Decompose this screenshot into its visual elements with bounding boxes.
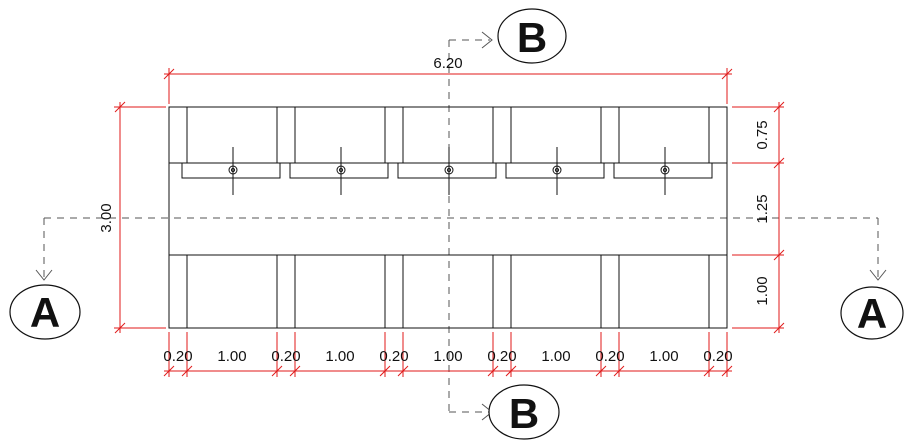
section-marker-b-top: B <box>497 8 567 64</box>
bottom-dim-6: 0.20 <box>487 348 516 365</box>
bottom-dim-4: 0.20 <box>379 348 408 365</box>
walls <box>186 107 710 328</box>
section-marker-a-left-label: A <box>30 289 60 336</box>
bottom-dim-3: 1.00 <box>325 348 354 365</box>
bottom-dimension <box>163 332 733 377</box>
overall-width-label: 6.20 <box>433 55 462 72</box>
bottom-dim-8: 0.20 <box>595 348 624 365</box>
section-line-a <box>35 217 887 281</box>
top-dimension <box>163 68 733 104</box>
bottom-dim-9: 1.00 <box>649 348 678 365</box>
fixture-4 <box>505 147 605 195</box>
bottom-dim-1: 1.00 <box>217 348 246 365</box>
section-marker-b-bottom-label: B <box>509 390 539 437</box>
overall-height-label: 3.00 <box>98 203 115 232</box>
section-marker-a-right-label: A <box>857 290 887 337</box>
section-marker-a-left: A <box>9 284 81 340</box>
right-dim-0: 0.75 <box>754 120 771 149</box>
section-marker-b-bottom: B <box>488 384 560 440</box>
fixture-3 <box>397 147 497 195</box>
bottom-dim-10: 0.20 <box>703 348 732 365</box>
right-dimension <box>732 101 785 334</box>
fixtures <box>181 147 713 195</box>
right-dim-1: 1.25 <box>754 194 771 223</box>
fixture-2 <box>289 147 389 195</box>
left-dimension <box>114 101 166 334</box>
fixture-5 <box>613 147 713 195</box>
right-dim-2: 1.00 <box>754 276 771 305</box>
bottom-dim-7: 1.00 <box>541 348 570 365</box>
bottom-dim-2: 0.20 <box>271 348 300 365</box>
fixture-1 <box>181 147 281 195</box>
bottom-dim-5: 1.00 <box>433 348 462 365</box>
section-marker-b-top-label: B <box>517 14 547 61</box>
section-marker-a-right: A <box>840 286 904 340</box>
bottom-dim-0: 0.20 <box>163 348 192 365</box>
